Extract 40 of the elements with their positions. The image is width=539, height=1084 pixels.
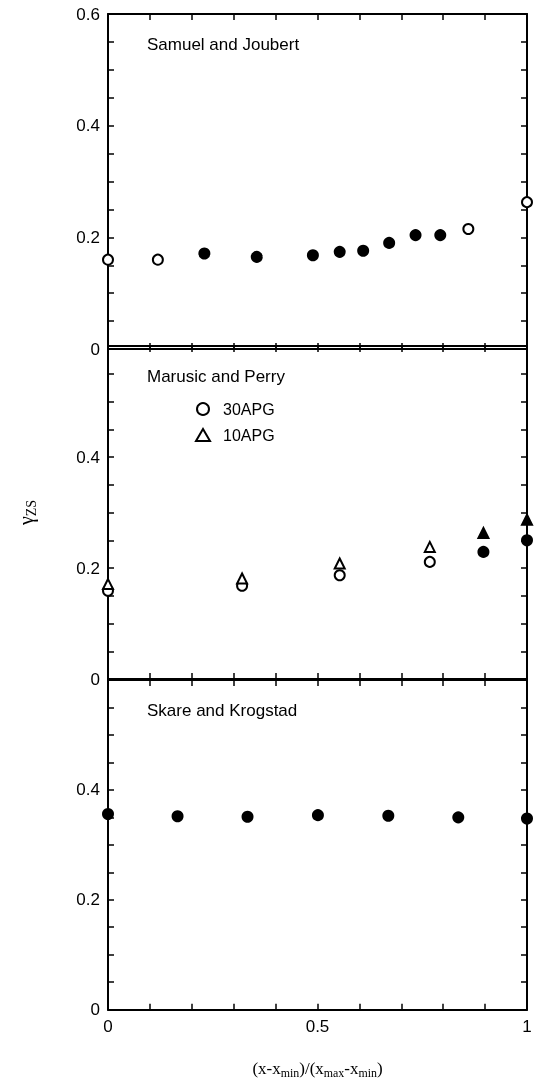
point [198, 247, 211, 260]
point [236, 572, 249, 585]
point [102, 253, 114, 266]
x-tick-label: 1 [522, 1016, 532, 1036]
y-tick-label: 0.4 [76, 116, 100, 136]
point [423, 540, 436, 553]
x-tick-label: 0.5 [305, 1016, 330, 1036]
point [250, 250, 263, 263]
legend-label: 10APG [223, 426, 275, 444]
x-tick-label: 0 [103, 1016, 113, 1036]
annotation: Samuel and Joubert [147, 35, 300, 54]
y-tick-label: 0 [90, 669, 100, 689]
point [521, 513, 533, 526]
point [423, 555, 436, 568]
point [306, 249, 319, 262]
point [333, 557, 346, 570]
y-tick-label: 0.4 [76, 447, 100, 467]
point [102, 578, 114, 591]
point [462, 222, 475, 235]
point [383, 236, 396, 249]
y-tick-label: 0.2 [76, 890, 100, 910]
point [333, 569, 346, 582]
y-axis-title: γZS [14, 499, 39, 527]
point [151, 253, 164, 266]
y-tick-label: 0 [90, 1000, 100, 1020]
point [477, 545, 490, 558]
point [409, 229, 422, 242]
point [333, 245, 346, 258]
annotation: Marusic and Perry [147, 367, 286, 386]
annotation: Skare and Krogstad [147, 701, 298, 720]
y-tick-label: 0.4 [76, 780, 100, 800]
point [521, 196, 533, 209]
point [521, 534, 533, 547]
legend-label: 30APG [223, 400, 275, 418]
y-tick-label: 0.2 [76, 558, 100, 578]
point [357, 244, 370, 257]
y-tick-label: 0.2 [76, 227, 100, 247]
point [434, 229, 447, 242]
y-tick-label: 0.6 [76, 4, 100, 24]
y-tick-label: 0 [90, 339, 100, 359]
